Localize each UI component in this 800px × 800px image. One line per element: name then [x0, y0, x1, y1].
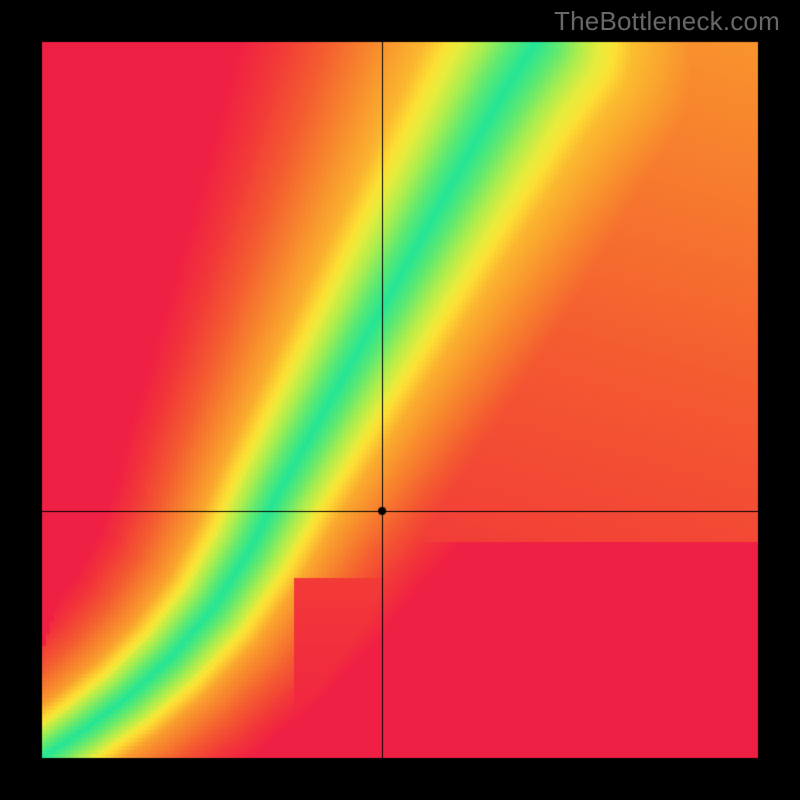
chart-container: TheBottleneck.com	[0, 0, 800, 800]
heatmap-canvas	[0, 0, 800, 800]
watermark-text: TheBottleneck.com	[554, 6, 780, 37]
